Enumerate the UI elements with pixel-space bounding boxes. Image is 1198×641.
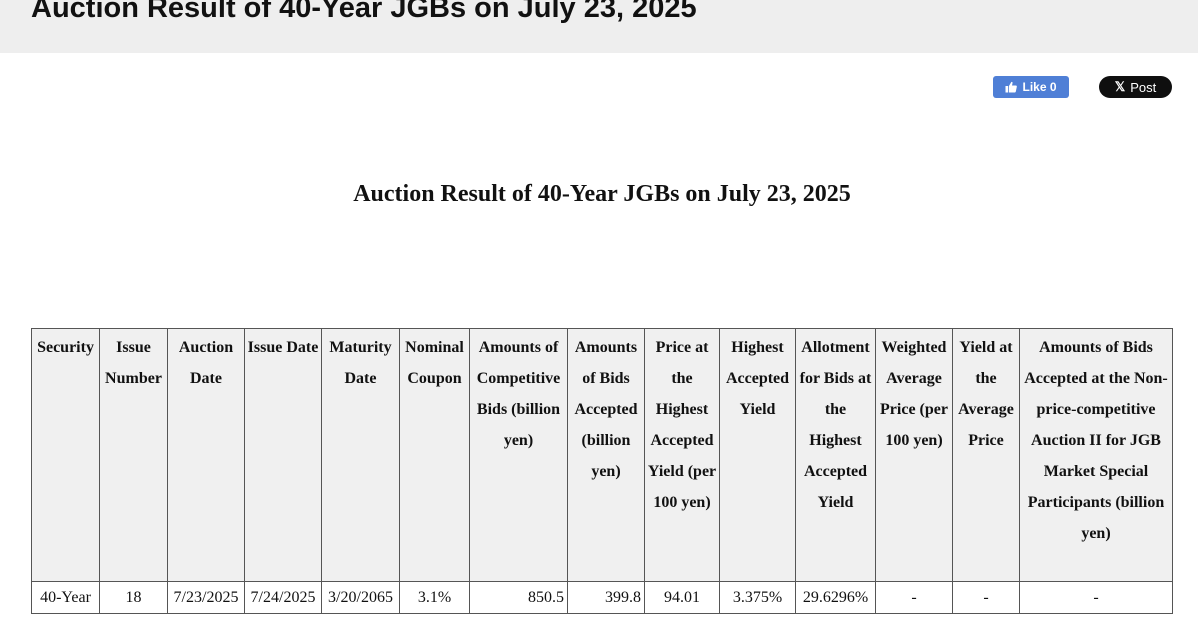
- competitive-bids-cell: 850.5: [469, 581, 568, 614]
- auction-result-table: Security Issue Number Auction Date Issue…: [31, 328, 1173, 614]
- nominal-coupon-cell: 3.1%: [399, 581, 470, 614]
- x-post-button[interactable]: 𝕏 Post: [1099, 76, 1172, 98]
- column-header: Nominal Coupon: [399, 328, 470, 582]
- post-label: Post: [1130, 79, 1157, 95]
- column-header: Amounts of Competitive Bids (billion yen…: [469, 328, 568, 582]
- yield-average-price-cell: -: [952, 581, 1020, 614]
- auction-date-cell: 7/23/2025: [167, 581, 245, 614]
- column-header: Amounts of Bids Accepted at the Non-pric…: [1019, 328, 1173, 582]
- top-banner: Auction Result of 40-Year JGBs on July 2…: [0, 0, 1198, 53]
- allotment-cell: 29.6296%: [795, 581, 876, 614]
- column-header: Yield at the Average Price: [952, 328, 1020, 582]
- like-label: Like 0: [1022, 80, 1057, 94]
- column-header: Issue Number: [99, 328, 168, 582]
- table-row: 40-Year 18 7/23/2025 7/24/2025 3/20/2065…: [31, 581, 1173, 614]
- bids-accepted-cell: 399.8: [567, 581, 645, 614]
- column-header: Allotment for Bids at the Highest Accept…: [795, 328, 876, 582]
- column-header: Highest Accepted Yield: [719, 328, 796, 582]
- like-button[interactable]: Like 0: [993, 76, 1069, 98]
- banner-title: Auction Result of 40-Year JGBs on July 2…: [31, 0, 697, 24]
- table-header-row: Security Issue Number Auction Date Issue…: [31, 328, 1173, 582]
- non-price-competitive-cell: -: [1019, 581, 1173, 614]
- issue-number-cell: 18: [99, 581, 168, 614]
- column-header: Issue Date: [244, 328, 322, 582]
- column-header: Maturity Date: [321, 328, 400, 582]
- highest-accepted-yield-cell: 3.375%: [719, 581, 796, 614]
- column-header: Auction Date: [167, 328, 245, 582]
- column-header: Amounts of Bids Accepted (billion yen): [567, 328, 645, 582]
- column-header: Weighted Average Price (per 100 yen): [875, 328, 953, 582]
- maturity-date-cell: 3/20/2065: [321, 581, 400, 614]
- price-highest-yield-cell: 94.01: [644, 581, 720, 614]
- column-header: Security: [31, 328, 100, 582]
- security-cell: 40-Year: [31, 581, 100, 614]
- page-title: Auction Result of 40-Year JGBs on July 2…: [353, 181, 851, 207]
- x-logo-icon: 𝕏: [1114, 79, 1126, 94]
- thumbs-up-icon: [1005, 81, 1018, 93]
- issue-date-cell: 7/24/2025: [244, 581, 322, 614]
- column-header: Price at the Highest Accepted Yield (per…: [644, 328, 720, 582]
- weighted-average-price-cell: -: [875, 581, 953, 614]
